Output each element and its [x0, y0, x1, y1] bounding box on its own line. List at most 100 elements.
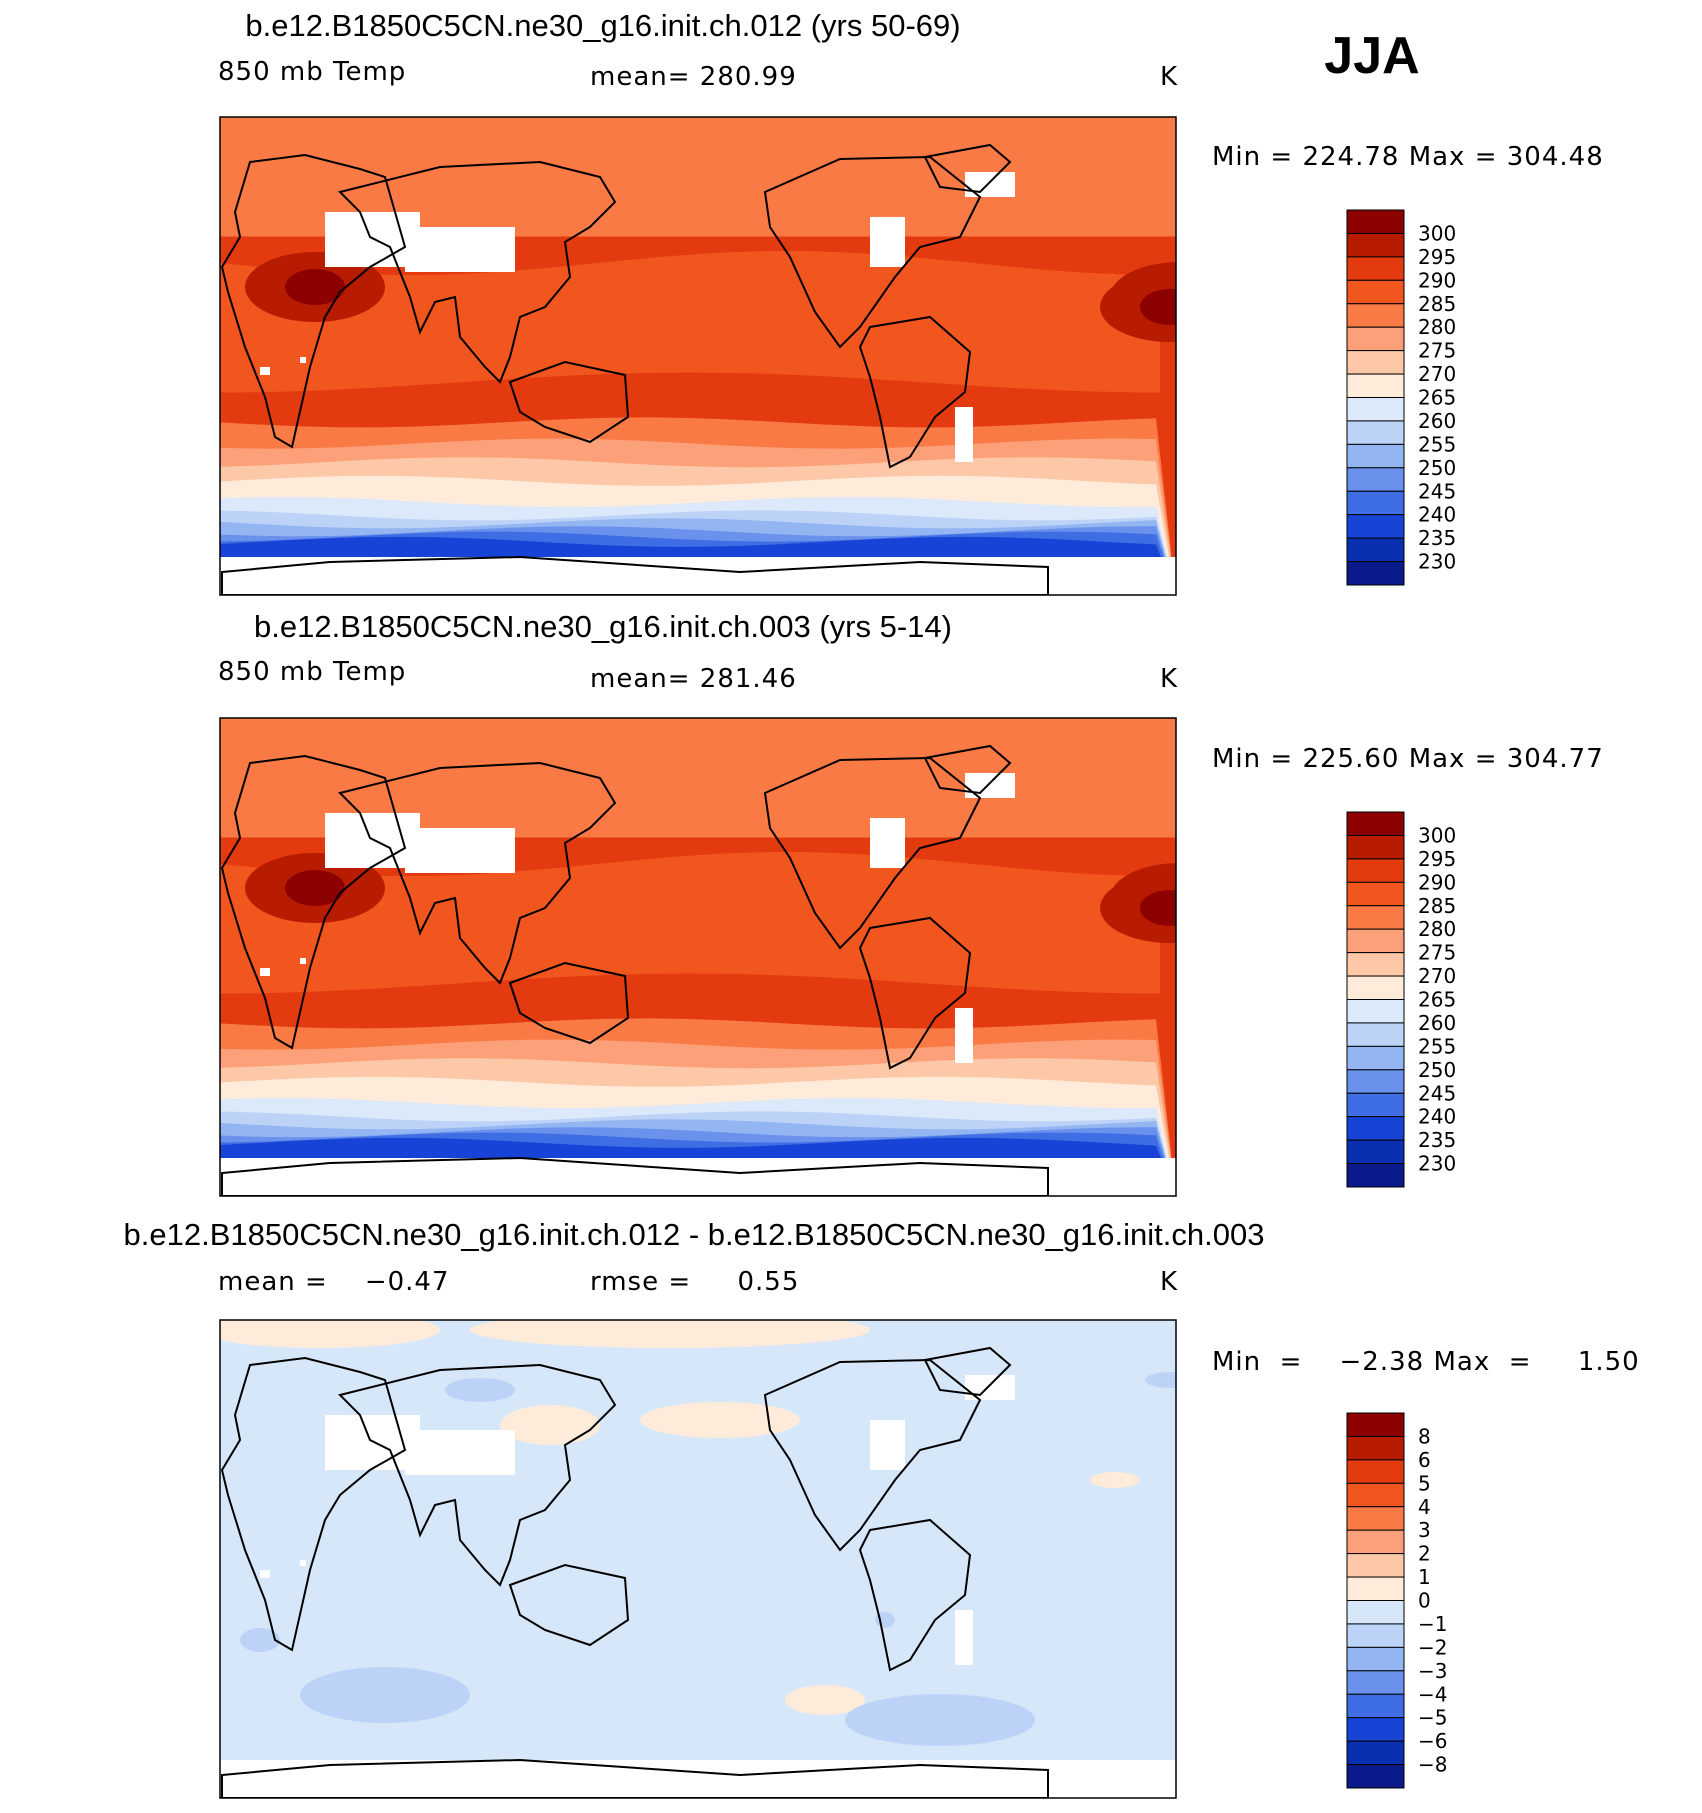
colorbar-tick-label: 295 [1418, 245, 1456, 269]
positive-anomaly-region [470, 1320, 870, 1348]
panel-3-units: K [1160, 1267, 1178, 1297]
masked-region [405, 227, 515, 272]
colorbar-swatch [1346, 1412, 1405, 1437]
colorbar-tick-label: 2 [1418, 1542, 1431, 1566]
colorbar-tick-label: 260 [1418, 1011, 1456, 1035]
colorbar-swatch [1346, 1529, 1405, 1555]
colorbar-tick-label: −3 [1418, 1659, 1447, 1683]
colorbar-swatch [1346, 928, 1405, 954]
panel-1-colorbar: 3002952902852802752702652602552502452402… [1346, 209, 1456, 586]
map-frame [219, 1319, 1177, 1799]
colorbar-tick-label: −1 [1418, 1612, 1447, 1636]
panel-1-title: b.e12.B1850C5CN.ne30_g16.init.ch.012 (yr… [245, 8, 960, 43]
map-background [220, 1320, 1176, 1798]
colorbar-tick-label: 275 [1418, 339, 1456, 363]
colorbar-swatch [1346, 1764, 1405, 1789]
colorbar-swatch [1346, 1022, 1405, 1047]
colorbar-tick-label: 285 [1418, 894, 1456, 918]
masked-region [220, 557, 1176, 595]
panel-bottom: b.e12.B1850C5CN.ne30_g16.init.ch.012 - b… [124, 1217, 1640, 1799]
colorbar-swatch [1346, 1717, 1405, 1742]
colorbar-swatch [1346, 373, 1405, 398]
colorbar-swatch [1346, 279, 1405, 305]
colorbar-tick-label: −4 [1418, 1682, 1447, 1706]
colorbar-swatch [1346, 1435, 1405, 1461]
colorbar-tick-label: −2 [1418, 1635, 1447, 1659]
panel-1-variable-label: 850 mb Temp [218, 57, 406, 87]
colorbar-tick-label: −5 [1418, 1706, 1447, 1730]
panel-2-min-max: Min = 225.60 Max = 304.77 [1212, 744, 1604, 774]
panel-3-min-max: Min = −2.38 Max = 1.50 [1212, 1347, 1640, 1377]
panel-2-variable-label: 850 mb Temp [218, 657, 406, 687]
colorbar-swatch [1346, 858, 1405, 883]
colorbar-tick-label: 230 [1418, 550, 1456, 574]
negative-anomaly-region [240, 1628, 280, 1652]
positive-anomaly-region [785, 1685, 865, 1715]
panel-2-map [219, 717, 1177, 1197]
colorbar-tick-label: 6 [1418, 1448, 1431, 1472]
masked-region [260, 968, 270, 976]
masked-region [955, 407, 973, 462]
panel-1-mean-label: mean= 280.99 [590, 62, 797, 92]
panel-3-title: b.e12.B1850C5CN.ne30_g16.init.ch.012 - b… [124, 1217, 1265, 1252]
colorbar-swatch [1346, 1482, 1405, 1508]
masked-region [965, 773, 1015, 798]
panel-1-min-max: Min = 224.78 Max = 304.48 [1212, 142, 1604, 172]
panel-2-title: b.e12.B1850C5CN.ne30_g16.init.ch.003 (yr… [254, 609, 952, 644]
map-frame [219, 717, 1177, 1197]
colorbar-swatch [1346, 209, 1405, 234]
colorbar-swatch [1346, 905, 1405, 930]
colorbar-tick-label: 5 [1418, 1471, 1431, 1495]
colorbar-swatch [1346, 881, 1405, 907]
masked-region [870, 217, 905, 267]
negative-anomaly-region [845, 1694, 1035, 1746]
colorbar-swatch [1346, 537, 1405, 563]
panel-middle: b.e12.B1850C5CN.ne30_g16.init.ch.003 (yr… [218, 609, 1604, 1197]
colorbar-swatch [1346, 350, 1405, 375]
hot-core-region [285, 870, 345, 906]
masked-region [955, 1610, 973, 1665]
colorbar-swatch [1346, 1045, 1405, 1071]
colorbar-tick-label: 275 [1418, 941, 1456, 965]
masked-region [870, 1420, 905, 1470]
colorbar-tick-label: −6 [1418, 1729, 1447, 1753]
map-frame [219, 116, 1177, 596]
panel-3-rmse-label: rmse = 0.55 [590, 1267, 799, 1297]
colorbar-swatch [1346, 1646, 1405, 1672]
colorbar-swatch [1346, 326, 1405, 352]
colorbar-tick-label: 255 [1418, 432, 1456, 456]
colorbar-tick-label: 290 [1418, 268, 1456, 292]
positive-anomaly-region [640, 1402, 800, 1438]
colorbar-tick-label: 240 [1418, 1105, 1456, 1129]
masked-region [300, 1560, 306, 1566]
colorbar-tick-label: 300 [1418, 823, 1456, 847]
masked-region [870, 818, 905, 868]
panel-3-mean-label: mean = −0.47 [218, 1267, 450, 1297]
colorbar-swatch [1346, 1670, 1405, 1695]
masked-region [325, 813, 420, 868]
colorbar-swatch [1346, 975, 1405, 1000]
colorbar-swatch [1346, 561, 1405, 586]
masked-region [965, 172, 1015, 197]
panel-1-map [219, 116, 1177, 596]
colorbar-swatch [1346, 1740, 1405, 1766]
colorbar-swatch [1346, 303, 1405, 328]
colorbar-tick-label: 255 [1418, 1034, 1456, 1058]
panel-3-map [219, 1319, 1177, 1799]
masked-region [325, 1415, 420, 1470]
tropical-temperature-band [220, 852, 1160, 994]
negative-anomaly-region [1145, 1372, 1176, 1388]
colorbar-swatch [1346, 514, 1405, 539]
colorbar-swatch [1346, 834, 1405, 860]
tropical-temperature-band [220, 251, 1160, 393]
colorbar-swatch [1346, 443, 1405, 469]
colorbar-tick-label: 250 [1418, 456, 1456, 480]
negative-anomaly-region [300, 1667, 470, 1723]
colorbar-tick-label: 270 [1418, 964, 1456, 988]
colorbar-tick-label: 265 [1418, 988, 1456, 1012]
positive-anomaly-region [500, 1405, 600, 1445]
masked-region [220, 1158, 1176, 1196]
colorbar-tick-label: 295 [1418, 847, 1456, 871]
colorbar-swatch [1346, 1506, 1405, 1531]
